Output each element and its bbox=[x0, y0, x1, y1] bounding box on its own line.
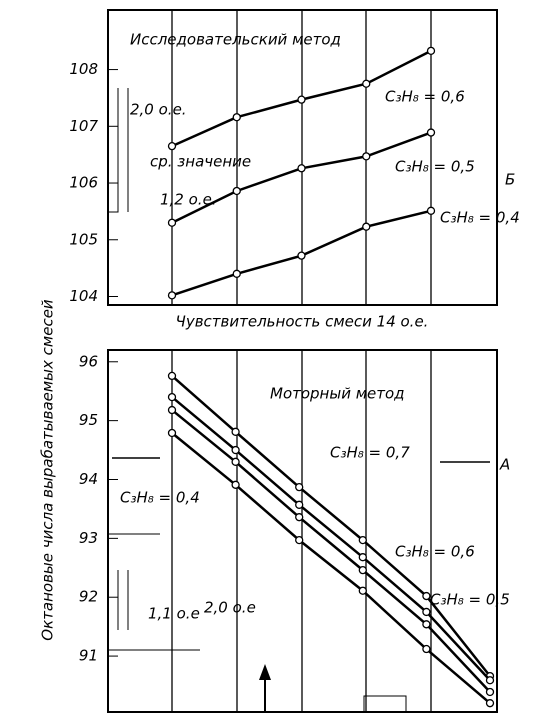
data-point bbox=[232, 113, 241, 122]
legend-label: C₃H₈ = 0,6 bbox=[395, 543, 475, 561]
data-point bbox=[295, 482, 304, 492]
data-point bbox=[422, 620, 431, 629]
data-point bbox=[485, 676, 495, 685]
annotation: А bbox=[499, 456, 510, 474]
data-point bbox=[231, 480, 240, 489]
data-point bbox=[358, 553, 367, 562]
data-point bbox=[167, 428, 177, 438]
data-point bbox=[362, 79, 371, 88]
data-point bbox=[295, 500, 304, 509]
y-tick-label: 108 bbox=[69, 60, 98, 78]
data-point bbox=[295, 535, 304, 545]
data-point bbox=[358, 586, 367, 595]
y-tick-label: 107 bbox=[69, 117, 98, 135]
y-tick-label: 93 bbox=[79, 529, 98, 547]
y-tick-label: 95 bbox=[79, 411, 98, 429]
data-point bbox=[426, 206, 436, 215]
data-point bbox=[362, 152, 371, 161]
data-point bbox=[297, 164, 306, 173]
data-point bbox=[167, 142, 177, 151]
data-point bbox=[231, 445, 240, 455]
data-point bbox=[167, 392, 177, 402]
y-tick-label: 96 bbox=[79, 352, 98, 370]
data-point bbox=[422, 591, 431, 601]
y-tick-label: 92 bbox=[79, 588, 98, 606]
data-point bbox=[167, 371, 177, 381]
data-point bbox=[232, 269, 241, 278]
data-point bbox=[231, 427, 240, 436]
chart-title: Моторный метод bbox=[270, 385, 405, 403]
data-point bbox=[358, 535, 367, 545]
series-line bbox=[171, 409, 491, 693]
y-tick-label: 104 bbox=[69, 287, 98, 305]
legend-label: C₃H₈ = 0,5 bbox=[395, 158, 475, 176]
data-point bbox=[167, 218, 177, 227]
y-tick-label: 94 bbox=[79, 470, 98, 488]
data-point bbox=[362, 222, 371, 231]
annotation: 1,2 о.е. bbox=[160, 191, 217, 209]
legend-label: C₃H₈ = 0,7 bbox=[330, 444, 410, 462]
data-point bbox=[485, 699, 495, 708]
y-tick-label: 105 bbox=[69, 230, 98, 248]
y-tick-label: 91 bbox=[79, 647, 98, 665]
data-point bbox=[422, 644, 431, 654]
legend-label: C₃H₈ = 0,6 bbox=[385, 88, 465, 106]
data-point bbox=[426, 128, 436, 137]
data-point bbox=[358, 565, 367, 575]
annotation: ср. значение bbox=[150, 153, 251, 171]
y-tick-label: 106 bbox=[69, 174, 98, 192]
annotation: 2,0 о.е. bbox=[130, 101, 187, 119]
y-axis-label: Октановые числа вырабатываемых смесей bbox=[39, 299, 57, 641]
data-point bbox=[422, 607, 431, 617]
annotation: 1,1 о.е bbox=[148, 605, 200, 623]
data-point bbox=[167, 291, 177, 300]
x-axis-label: Чувствительность смеси 14 о.е. bbox=[176, 313, 429, 331]
annotation: Б bbox=[505, 171, 515, 189]
data-point bbox=[485, 687, 495, 697]
legend-label: C₃H₈ = 0,4 bbox=[120, 489, 200, 507]
data-point bbox=[297, 251, 306, 260]
chart-title: Исследовательский метод bbox=[130, 31, 341, 49]
legend-label: C₃H₈ = 0,4 bbox=[440, 209, 520, 227]
data-point bbox=[231, 457, 240, 466]
series-line bbox=[171, 374, 491, 677]
data-point bbox=[232, 186, 241, 196]
legend-label: C₃H₈ = 0,5 bbox=[430, 591, 510, 609]
annotation: 2,0 о.е bbox=[204, 599, 256, 617]
data-point bbox=[297, 95, 306, 104]
series-line bbox=[171, 396, 491, 682]
data-point bbox=[167, 405, 177, 415]
data-point bbox=[295, 513, 304, 522]
data-point bbox=[426, 46, 436, 55]
series-line bbox=[171, 432, 491, 705]
